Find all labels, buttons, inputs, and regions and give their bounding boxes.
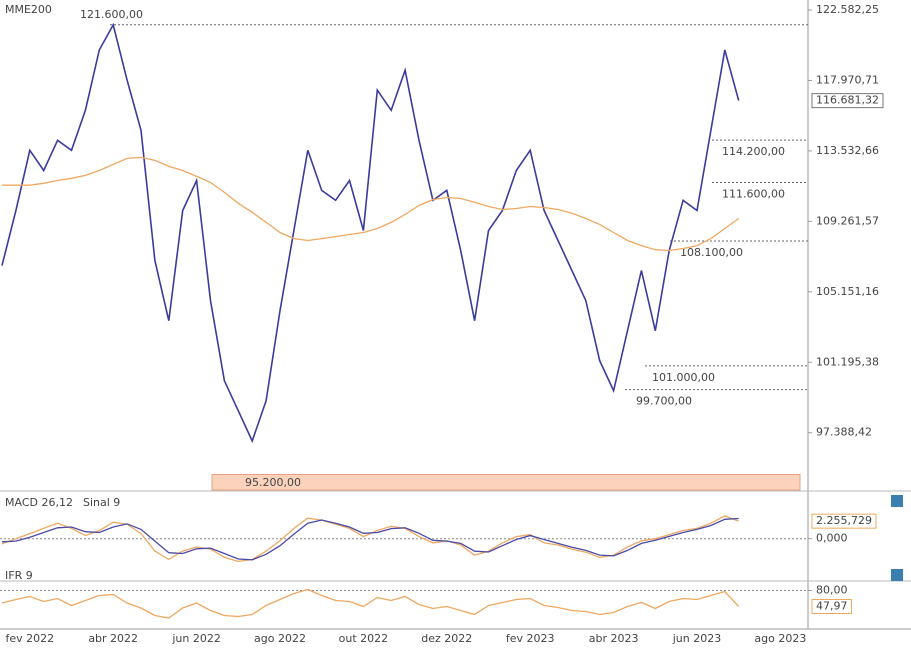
level-label: 101.000,00: [652, 371, 715, 384]
y-tick-label: 113.532,66: [816, 144, 879, 157]
y-tick-label: 0,000: [816, 532, 848, 545]
value-label: 2.255,729: [816, 514, 872, 527]
panel-icon[interactable]: [891, 495, 903, 507]
x-tick-label: abr 2023: [589, 632, 639, 645]
x-tick-label: fev 2022: [5, 632, 54, 645]
value-label: 47,97: [816, 600, 848, 613]
x-tick-label: ago 2023: [754, 632, 806, 645]
y-tick-label: 122.582,25: [816, 3, 879, 16]
y-tick-label: 97.388,42: [816, 426, 872, 439]
band-label: 95.200,00: [245, 476, 301, 489]
level-label: 99.700,00: [636, 395, 692, 408]
series-line: [1, 22, 740, 444]
level-label: 108.100,00: [680, 246, 743, 259]
x-tick-label: dez 2022: [421, 632, 472, 645]
value-label-box: [811, 93, 884, 109]
level-label: 114.200,00: [722, 145, 785, 158]
x-tick-label: out 2022: [339, 632, 389, 645]
support-band: [211, 473, 801, 491]
value-label-box: [811, 513, 877, 529]
series-line: [2, 156, 740, 252]
x-tick-label: jun 2022: [171, 632, 221, 645]
y-tick-label: 117.970,71: [816, 73, 879, 86]
x-tick-label: ago 2022: [254, 632, 306, 645]
panel-icon[interactable]: [891, 569, 903, 581]
value-label-box: [811, 599, 852, 615]
legend-label: MME200: [5, 3, 52, 16]
level-label: 121.600,00: [80, 8, 143, 21]
x-tick-label: abr 2022: [88, 632, 138, 645]
legend-label: IFR 9: [5, 569, 33, 582]
y-tick-label: 80,00: [816, 584, 848, 597]
legend-label: Sinal 9: [83, 496, 120, 509]
series-line: [1, 588, 740, 619]
series-line: [1, 517, 739, 561]
x-tick-label: fev 2023: [506, 632, 555, 645]
legend-label: MACD 26,12: [5, 496, 73, 509]
y-tick-label: 109.261,57: [816, 214, 879, 227]
level-label: 111.600,00: [722, 187, 785, 200]
x-tick-label: jun 2023: [672, 632, 722, 645]
y-tick-label: 105.151,16: [816, 285, 879, 298]
value-label: 116.681,32: [816, 94, 879, 107]
y-tick-label: 101.195,38: [816, 355, 879, 368]
